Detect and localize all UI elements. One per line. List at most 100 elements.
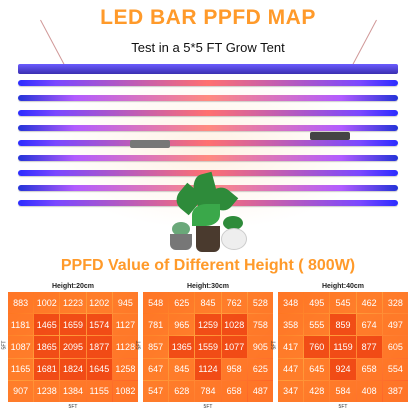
ppfd-cell: 1365 [169,336,195,358]
ppfd-cell: 548 [143,292,169,314]
led-driver [130,140,170,148]
ppfd-cell: 758 [247,314,273,336]
plant-leaf [192,204,220,226]
ppfd-grid: 883 1002 1223 1202 945 1181 1465 1659 1574 1127 10… [8,292,138,402]
ppfd-cell: 965 [169,314,195,336]
ppfd-cell: 358 [278,314,304,336]
ppfd-cell: 495 [304,292,330,314]
axis-x-label: 5FT [203,404,213,410]
ppfd-cell: 674 [356,314,382,336]
ppfd-cell: 1124 [195,358,221,380]
ppfd-cell: 545 [330,292,356,314]
ppfd-cell: 1824 [60,358,86,380]
ppfd-cell: 859 [330,314,356,336]
ppfd-cell: 1002 [34,292,60,314]
flower-illustration [220,216,247,250]
ppfd-cell: 462 [356,292,382,314]
led-bar [18,125,398,131]
ppfd-cell: 1077 [221,336,247,358]
led-bar [18,95,398,101]
succulent-illustration [168,222,194,252]
ppfd-cell: 1082 [112,380,138,402]
light-frame-top [18,64,398,74]
plant-pot [170,234,192,250]
ppfd-cell: 1574 [86,314,112,336]
led-bar [18,110,398,116]
ppfd-cell: 1659 [60,314,86,336]
axis-x-label: 5FT [68,404,78,410]
axis-x-label: 5FT [338,404,348,410]
ppfd-cell: 1465 [34,314,60,336]
ppfd-cell: 945 [112,292,138,314]
ppfd-cell: 857 [143,336,169,358]
ppfd-cell: 1159 [330,336,356,358]
ppfd-cell: 328 [382,292,408,314]
plant-leaf [223,216,243,230]
ppfd-cell: 845 [169,358,195,380]
ppfd-cell: 554 [382,358,408,380]
ppfd-cell: 1087 [8,336,34,358]
ppfd-cell: 348 [278,292,304,314]
ppfd-cell: 1155 [86,380,112,402]
ppfd-cell: 877 [356,336,382,358]
ppfd-cell: 547 [143,380,169,402]
ppfd-cell: 781 [143,314,169,336]
ppfd-cell: 605 [382,336,408,358]
ppfd-cell: 1384 [60,380,86,402]
ppfd-grid-20cm: Height:20cm 883 1002 1223 1202 945 1181 1465 16… [1,282,138,410]
ppfd-cell: 658 [221,380,247,402]
ppfd-cell: 1865 [34,336,60,358]
axis-y-label: 5FT [136,340,143,350]
ppfd-cell: 1202 [86,292,112,314]
ppfd-grid-40cm: Height:40cm 348 495 545 462 328 358 555 859 674 4… [271,282,408,410]
ppfd-cell: 2095 [60,336,86,358]
ppfd-cell: 584 [330,380,356,402]
grid-label: Height:30cm [186,283,229,290]
page-subtitle: Test in a 5*5 FT Grow Tent [131,40,285,55]
grid-label: Height:20cm [51,283,94,290]
ppfd-cell: 497 [382,314,408,336]
plant-pot [221,228,247,250]
ppfd-cell: 762 [221,292,247,314]
plant-leaf [172,222,190,236]
ppfd-cell: 1028 [221,314,247,336]
ppfd-cell: 1128 [112,336,138,358]
ppfd-cell: 347 [278,380,304,402]
led-driver [310,132,350,140]
section-title: PPFD Value of Different Height ( 800W) [60,257,356,274]
ppfd-cell: 760 [304,336,330,358]
ppfd-cell: 447 [278,358,304,380]
ppfd-cell: 387 [382,380,408,402]
ppfd-grid: 348 495 545 462 328 358 555 859 674 497 417 760 1159… [278,292,408,402]
ppfd-cell: 924 [330,358,356,380]
ppfd-cell: 555 [304,314,330,336]
plant-illustration [168,171,248,254]
ppfd-cell: 1223 [60,292,86,314]
ppfd-cell: 907 [8,380,34,402]
ppfd-cell: 428 [304,380,330,402]
ppfd-cell: 845 [195,292,221,314]
plant-pot [196,226,220,252]
page-title: LED BAR PPFD MAP [100,6,316,29]
ppfd-cell: 883 [8,292,34,314]
ppfd-cell: 417 [278,336,304,358]
ppfd-cell: 625 [247,358,273,380]
ppfd-cell: 1877 [86,336,112,358]
ppfd-grid-30cm: Height:30cm 548 625 845 762 528 781 965 1259 102… [136,282,273,410]
led-bar [18,155,398,161]
ppfd-cell: 658 [356,358,382,380]
grid-label: Height:40cm [321,283,364,290]
ppfd-cell: 1181 [8,314,34,336]
ppfd-cell: 905 [247,336,273,358]
ppfd-cell: 1559 [195,336,221,358]
ppfd-cell: 408 [356,380,382,402]
axis-y-label: 5FT [271,340,278,350]
axis-y-label: 5FT [1,340,8,350]
ppfd-cell: 1681 [34,358,60,380]
ppfd-cell: 1258 [112,358,138,380]
ppfd-cell: 487 [247,380,273,402]
ppfd-cell: 625 [169,292,195,314]
ppfd-cell: 1259 [195,314,221,336]
ppfd-cell: 1238 [34,380,60,402]
ppfd-grid: 548 625 845 762 528 781 965 1259 1028 758 857 1365 1… [143,292,273,402]
